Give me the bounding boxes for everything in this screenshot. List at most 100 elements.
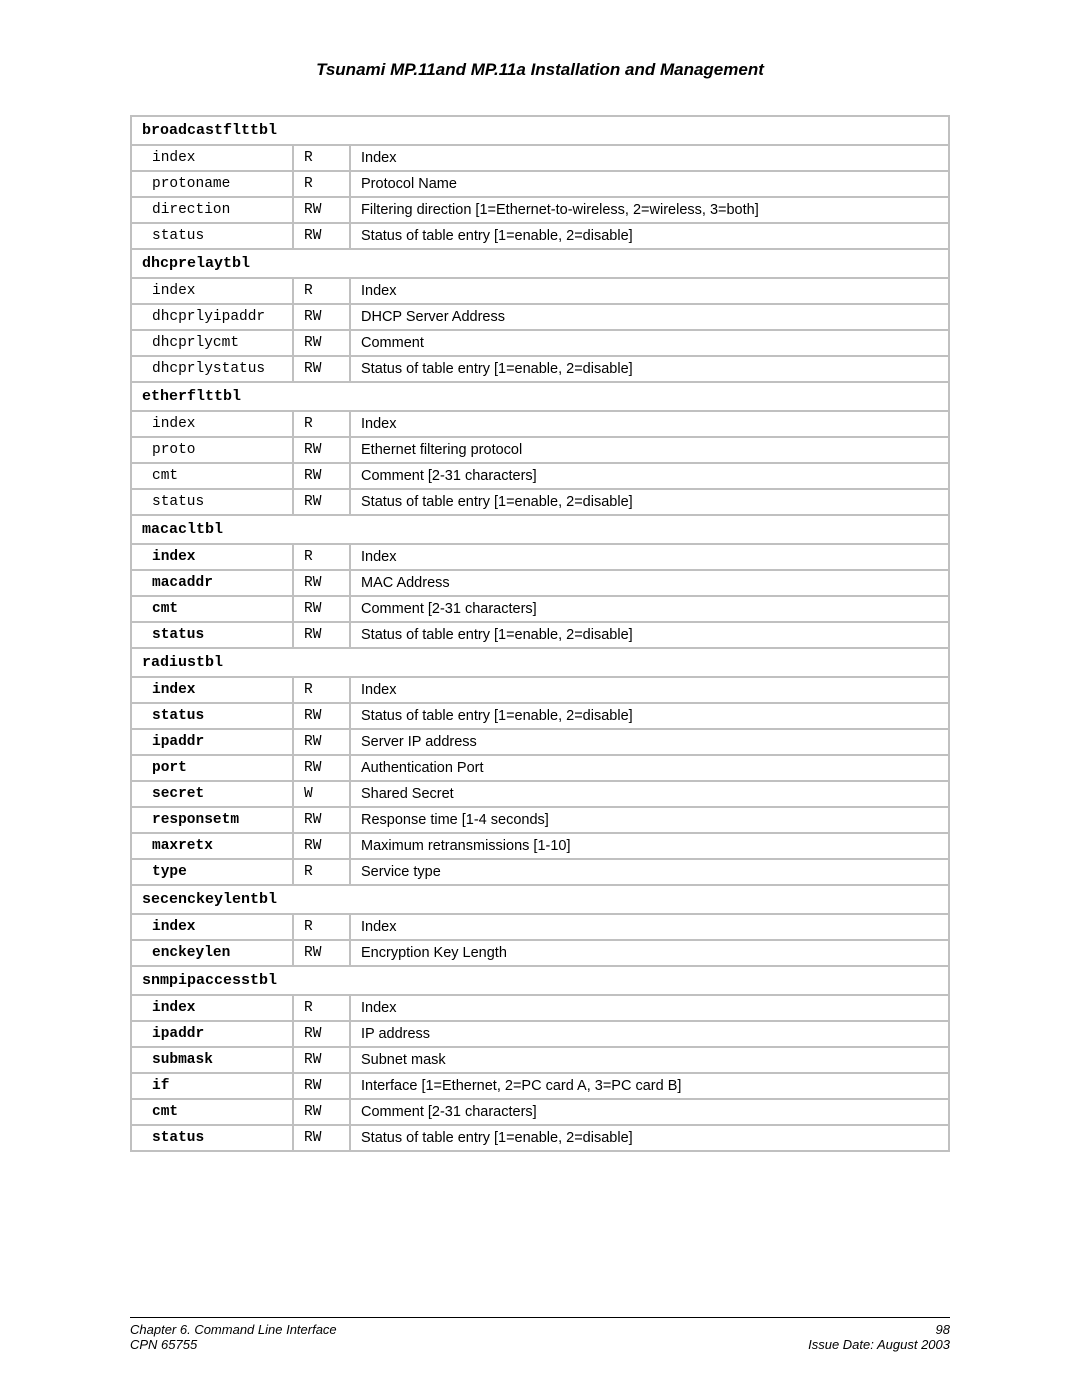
param-desc: Comment [2-31 characters] [351,1100,948,1124]
table-row: indexRIndex [132,146,948,170]
param-access: R [294,412,349,436]
table-row: statusRWStatus of table entry [1=enable,… [132,224,948,248]
section-header: secenckeylentbl [132,886,948,913]
table-row: indexRIndex [132,678,948,702]
param-desc: Subnet mask [351,1048,948,1072]
footer-chapter: Chapter 6. Command Line Interface [130,1322,337,1337]
footer-issue: Issue Date: August 2003 [808,1337,950,1352]
param-access: RW [294,490,349,514]
param-access: R [294,545,349,569]
table-row: typeRService type [132,860,948,884]
param-access: RW [294,623,349,647]
param-desc: Status of table entry [1=enable, 2=disab… [351,704,948,728]
section-header: etherflttbl [132,383,948,410]
param-desc: Status of table entry [1=enable, 2=disab… [351,490,948,514]
param-name: if [132,1074,292,1098]
table-row: dhcprlyipaddrRWDHCP Server Address [132,305,948,329]
section-header: macacltbl [132,516,948,543]
param-desc: Shared Secret [351,782,948,806]
param-desc: Index [351,678,948,702]
param-access: R [294,172,349,196]
table-row: cmtRWComment [2-31 characters] [132,597,948,621]
footer-cpn: CPN 65755 [130,1337,337,1352]
param-access: RW [294,597,349,621]
param-name: proto [132,438,292,462]
section-header: snmpipaccesstbl [132,967,948,994]
param-name: protoname [132,172,292,196]
table-row: ipaddrRWServer IP address [132,730,948,754]
param-desc: Status of table entry [1=enable, 2=disab… [351,623,948,647]
param-name: index [132,915,292,939]
param-desc: Status of table entry [1=enable, 2=disab… [351,224,948,248]
param-access: R [294,860,349,884]
table-row: statusRWStatus of table entry [1=enable,… [132,704,948,728]
table-row: indexRIndex [132,412,948,436]
param-name: direction [132,198,292,222]
param-access: R [294,996,349,1020]
param-desc: Maximum retransmissions [1-10] [351,834,948,858]
param-access: R [294,915,349,939]
table-row: cmtRWComment [2-31 characters] [132,1100,948,1124]
param-access: RW [294,756,349,780]
param-access: RW [294,224,349,248]
param-access: RW [294,571,349,595]
param-desc: Comment [2-31 characters] [351,597,948,621]
param-desc: Index [351,915,948,939]
param-desc: Interface [1=Ethernet, 2=PC card A, 3=PC… [351,1074,948,1098]
param-desc: Index [351,146,948,170]
param-desc: Index [351,996,948,1020]
param-desc: Index [351,412,948,436]
param-name: status [132,623,292,647]
param-access: RW [294,730,349,754]
param-name: cmt [132,1100,292,1124]
param-desc: Comment [351,331,948,355]
param-desc: Response time [1-4 seconds] [351,808,948,832]
param-access: W [294,782,349,806]
table-row: portRWAuthentication Port [132,756,948,780]
table-row: statusRWStatus of table entry [1=enable,… [132,1126,948,1150]
param-name: macaddr [132,571,292,595]
table-row: enckeylenRWEncryption Key Length [132,941,948,965]
section-header: dhcprelaytbl [132,250,948,277]
table-row: maxretxRWMaximum retransmissions [1-10] [132,834,948,858]
param-access: RW [294,834,349,858]
param-name: enckeylen [132,941,292,965]
param-name: index [132,146,292,170]
param-desc: Server IP address [351,730,948,754]
param-name: port [132,756,292,780]
section-header: radiustbl [132,649,948,676]
param-name: ipaddr [132,1022,292,1046]
table-row: secretWShared Secret [132,782,948,806]
table-row: submaskRWSubnet mask [132,1048,948,1072]
param-name: status [132,224,292,248]
param-name: index [132,545,292,569]
param-name: status [132,490,292,514]
param-name: submask [132,1048,292,1072]
param-desc: Index [351,279,948,303]
param-desc: Filtering direction [1=Ethernet-to-wirel… [351,198,948,222]
table-row: ifRWInterface [1=Ethernet, 2=PC card A, … [132,1074,948,1098]
table-row: protoRWEthernet filtering protocol [132,438,948,462]
param-access: RW [294,941,349,965]
param-desc: Status of table entry [1=enable, 2=disab… [351,1126,948,1150]
table-row: directionRWFiltering direction [1=Ethern… [132,198,948,222]
param-name: type [132,860,292,884]
param-name: index [132,678,292,702]
table-row: responsetmRWResponse time [1-4 seconds] [132,808,948,832]
table-row: macaddrRWMAC Address [132,571,948,595]
param-access: R [294,146,349,170]
table-row: protonameRProtocol Name [132,172,948,196]
param-desc: Index [351,545,948,569]
param-access: RW [294,808,349,832]
param-access: RW [294,1022,349,1046]
param-access: RW [294,464,349,488]
table-row: indexRIndex [132,545,948,569]
table-row: cmtRWComment [2-31 characters] [132,464,948,488]
page-title: Tsunami MP.11and MP.11a Installation and… [130,60,950,80]
param-name: dhcprlycmt [132,331,292,355]
param-desc: Service type [351,860,948,884]
table-row: statusRWStatus of table entry [1=enable,… [132,490,948,514]
param-name: dhcprlystatus [132,357,292,381]
param-desc: Protocol Name [351,172,948,196]
param-access: R [294,678,349,702]
